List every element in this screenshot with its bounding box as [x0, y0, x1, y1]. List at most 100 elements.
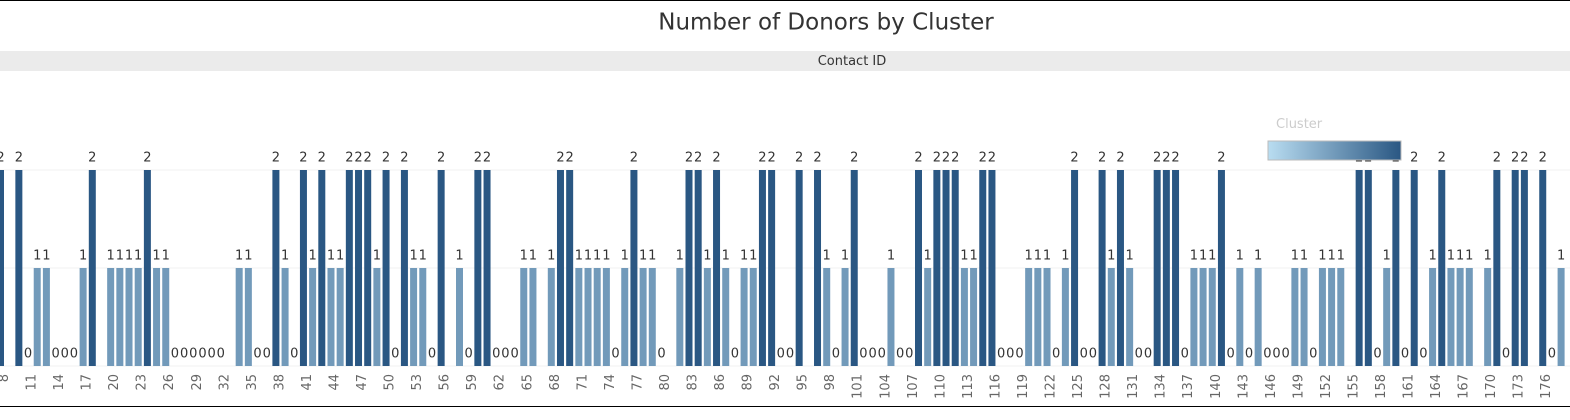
x-tick-label: 164: [1429, 374, 1444, 399]
bar: [841, 268, 849, 366]
bar: [722, 268, 730, 366]
bar: [970, 268, 978, 366]
bar: [1126, 268, 1134, 366]
bar: [593, 268, 601, 366]
data-label: 2: [474, 151, 482, 166]
data-label: 0: [657, 347, 665, 362]
data-label: 2: [988, 151, 996, 166]
bar: [933, 170, 941, 366]
data-label: 2: [767, 151, 775, 166]
data-label: 0: [465, 347, 473, 362]
x-tick-label: 56: [438, 374, 453, 391]
x-tick-label: 116: [988, 374, 1003, 399]
data-label: 1: [593, 249, 601, 264]
data-label: 1: [1208, 249, 1216, 264]
bar: [694, 170, 702, 366]
x-tick-label: 104: [878, 374, 893, 399]
bar: [1236, 268, 1244, 366]
data-label: 1: [308, 249, 316, 264]
bar: [15, 170, 23, 366]
data-label: 2: [712, 151, 720, 166]
x-tick-label: 122: [1044, 374, 1059, 399]
data-label: 2: [979, 151, 987, 166]
data-label: 0: [290, 347, 298, 362]
bar: [887, 268, 895, 366]
x-tick-label: 32: [217, 374, 232, 391]
data-label: 1: [1034, 249, 1042, 264]
bar: [1107, 268, 1115, 366]
bar: [758, 170, 766, 366]
bar: [42, 268, 50, 366]
data-label: 1: [1300, 249, 1308, 264]
data-label: 1: [1199, 249, 1207, 264]
bar: [483, 170, 491, 366]
x-tick-label: 137: [1181, 374, 1196, 399]
bar: [345, 170, 353, 366]
data-label: 0: [70, 347, 78, 362]
bar: [125, 268, 133, 366]
x-tick-label: 17: [80, 374, 95, 391]
bar: [419, 268, 427, 366]
x-tick-label: 20: [107, 374, 122, 391]
bar: [1456, 268, 1464, 366]
data-label: 2: [694, 151, 702, 166]
x-tick-label: 71: [575, 374, 590, 391]
data-label: 0: [1373, 347, 1381, 362]
data-label: 1: [134, 249, 142, 264]
x-tick-label: 107: [906, 374, 921, 399]
data-label: 0: [61, 347, 69, 362]
x-tick-label: 80: [658, 374, 673, 391]
data-label: 0: [1135, 347, 1143, 362]
x-tick-label: 35: [245, 374, 260, 391]
data-label: 0: [217, 347, 225, 362]
data-label: 1: [327, 249, 335, 264]
bar: [1034, 268, 1042, 366]
x-tick-label: 98: [823, 374, 838, 391]
data-label: 0: [1089, 347, 1097, 362]
bar: [1465, 268, 1473, 366]
data-label: 0: [1401, 347, 1409, 362]
bar: [281, 268, 289, 366]
data-label: 2: [1217, 151, 1225, 166]
data-label: 1: [841, 249, 849, 264]
bar: [915, 170, 922, 366]
data-label: 1: [1318, 249, 1326, 264]
x-tick-label: 119: [1016, 374, 1031, 399]
x-tick-label: 170: [1484, 374, 1499, 399]
data-label: 2: [1153, 151, 1161, 166]
x-tick-label: 110: [933, 374, 948, 399]
x-tick-label: 158: [1374, 374, 1389, 399]
data-label: 1: [969, 249, 977, 264]
data-label: 0: [1080, 347, 1088, 362]
bar: [1364, 170, 1372, 366]
bar: [713, 170, 721, 366]
data-label: 1: [575, 249, 583, 264]
data-label: 1: [1383, 249, 1391, 264]
bar: [814, 170, 822, 366]
x-tick-label: 173: [1512, 374, 1527, 399]
data-label: 1: [281, 249, 289, 264]
bar: [33, 268, 41, 366]
data-label: 2: [1171, 151, 1179, 166]
data-label: 0: [391, 347, 399, 362]
x-tick-label: 101: [851, 374, 866, 399]
data-label: 0: [611, 347, 619, 362]
data-label: 2: [345, 151, 353, 166]
x-tick-label: 86: [713, 374, 728, 391]
data-label: 1: [740, 249, 748, 264]
bar: [153, 268, 161, 366]
bar: [1199, 268, 1207, 366]
bar: [1511, 170, 1519, 366]
data-label: 0: [510, 347, 518, 362]
x-tick-label: 155: [1346, 374, 1361, 399]
bar: [373, 268, 381, 366]
data-label: 1: [1236, 249, 1244, 264]
bar: [639, 268, 647, 366]
bar: [299, 170, 307, 366]
x-tick-label: 74: [603, 374, 618, 391]
bar: [942, 170, 950, 366]
bar: [272, 170, 280, 366]
data-label: 1: [584, 249, 592, 264]
data-label: 1: [529, 249, 537, 264]
data-label: 1: [373, 249, 381, 264]
